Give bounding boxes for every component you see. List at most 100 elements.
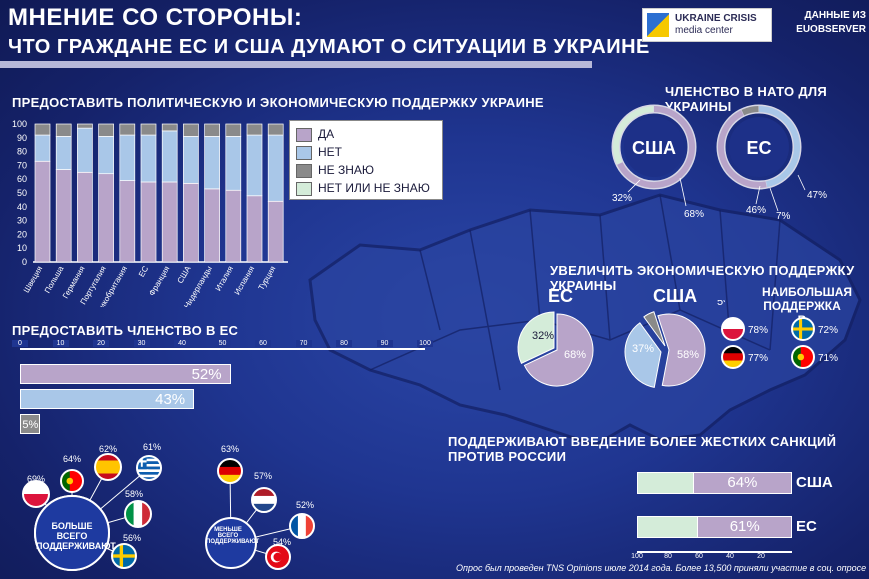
eu-membership-axis: [20, 348, 425, 350]
category-label: Польша: [43, 264, 66, 295]
legend-item-no: НЕТ: [296, 145, 342, 160]
bar-segment-dont-know: [204, 123, 220, 137]
sanctions-row-label: ЕС: [796, 518, 817, 535]
most-support-percent: 64%: [63, 454, 81, 464]
bar-segment-dont-know: [267, 123, 284, 136]
sanctions-row-label: США: [796, 474, 833, 491]
bar-segment-no: [225, 136, 242, 191]
bar-segment-no: [98, 136, 114, 175]
econ-eu-label: ЕС: [548, 286, 574, 306]
bar-segment-dont-know: [161, 123, 178, 132]
bar-segment-yes: [98, 173, 114, 263]
eu-bar-0: 52%: [20, 364, 231, 384]
legend-label: НЕ ЗНАЮ: [318, 163, 375, 177]
most-support-percent: 69%: [27, 474, 45, 484]
most-support-percent: 58%: [125, 489, 143, 499]
sanctions-bar-value: 64%: [692, 472, 792, 494]
legend-label: НЕТ ИЛИ НЕ ЗНАЮ: [318, 181, 430, 195]
nato-donut-segment: [758, 106, 800, 188]
legend-swatch: [296, 181, 312, 196]
france-flag-icon: [289, 513, 315, 539]
econ-percent: 68%: [564, 349, 586, 361]
bar-segment-no: [77, 127, 93, 173]
x-tick-label: 70: [295, 340, 312, 347]
x-tick-label: 30: [133, 340, 150, 347]
nato-donut-center: [624, 117, 684, 177]
nato-leader-line: [679, 177, 687, 207]
legend-swatch: [296, 163, 312, 178]
x-tick-label: 40: [174, 340, 190, 347]
econ-pie-charts: 32% 68% 37% 58% 5%: [517, 300, 725, 388]
y-tick-label: 10: [17, 243, 27, 253]
portugal-flag-icon: [791, 345, 815, 369]
bar-segment-dont-know: [98, 123, 114, 137]
nato-percent: 32%: [612, 193, 632, 204]
y-tick-label: 20: [17, 229, 27, 239]
econ-percent: 5%: [717, 300, 725, 308]
source-label: ДАННЫЕ ИЗ: [804, 10, 866, 21]
bar-segment-yes: [34, 160, 51, 263]
econ-title: УВЕЛИЧИТЬ ЭКОНОМИЧЕСКУЮ ПОДДЕРЖКУ УКРАИН…: [550, 263, 855, 293]
nato-donut-label: ЕС: [746, 138, 771, 158]
nato-leader-line: [769, 187, 779, 212]
x-tick-label: 100: [417, 340, 433, 347]
bar-segment-yes: [246, 195, 263, 263]
germany-flag-icon: [721, 345, 745, 369]
nato-leader-line: [755, 185, 761, 205]
nato-donut-label: США: [632, 138, 676, 158]
legend-item-dont-know: НЕ ЗНАЮ: [296, 163, 375, 178]
y-tick-label: 0: [22, 257, 27, 267]
y-tick-label: 70: [17, 160, 27, 170]
legend-swatch: [296, 145, 312, 160]
bar-segment-no: [183, 136, 199, 184]
category-label: Италия: [214, 265, 235, 293]
least-support-cluster: 63% 57% 52% 54%: [205, 444, 315, 570]
category-label: Франция: [147, 265, 171, 298]
page-title: МНЕНИЕ СО СТОРОНЫ:: [8, 4, 303, 31]
most-support-percent: 61%: [143, 442, 161, 452]
spain-flag-icon: [94, 453, 122, 481]
support-legend: ДА НЕТ НЕ ЗНАЮ НЕТ ИЛИ НЕ ЗНАЮ: [289, 120, 443, 200]
bar-segment-yes: [267, 200, 284, 263]
support-stacked-bar-chart: 0102030405060708090100ШвецияПольшаГерман…: [12, 119, 288, 307]
netherlands-flag-icon: [251, 487, 277, 513]
least-support-percent: 57%: [254, 471, 272, 481]
econ-top-percent: 77%: [748, 353, 768, 364]
footnote: Опрос был проведен TNS Opinions июле 201…: [456, 563, 867, 573]
econ-pie-slice: [517, 311, 555, 364]
bar-segment-yes: [161, 181, 178, 263]
nato-donut-charts: США ЕС 32% 68% 46% 7% 47%: [611, 104, 827, 222]
title-underline: [0, 61, 592, 68]
bar-segment-dont-know: [34, 123, 51, 136]
y-tick-label: 60: [17, 174, 27, 184]
least-support-hub: [205, 517, 257, 569]
bar-segment-no: [55, 136, 72, 170]
eu-bar-1: 43%: [20, 389, 195, 409]
x-tick-label: 90: [376, 340, 393, 347]
nato-percent: 47%: [807, 190, 827, 201]
sweden-flag-icon: [111, 543, 137, 569]
most-support-label: БОЛЬШЕ ВСЕГО ПОДДЕРЖИВАЮТ: [36, 521, 116, 551]
eu-membership-title: ПРЕДОСТАВИТЬ ЧЛЕНСТВО В ЕС: [12, 323, 239, 338]
legend-label: НЕТ: [318, 145, 342, 159]
least-support-label: МЕНЬШЕ ВСЕГО ПОДДЕРЖИВАЮТ: [206, 527, 260, 545]
bar-segment-yes: [183, 182, 199, 263]
nato-donut-center: [729, 117, 789, 177]
sanctions-bar-value: 61%: [697, 516, 792, 538]
legend-swatch: [296, 127, 312, 142]
bar-segment-no: [204, 136, 220, 190]
nato-percent: 46%: [746, 205, 766, 216]
econ-top-percent: 78%: [748, 325, 768, 336]
legend-label: ДА: [318, 127, 335, 141]
sanctions-axis: [637, 551, 792, 553]
poland-flag-icon: [22, 480, 50, 508]
x-tick-label: 60: [255, 340, 271, 347]
logo-text: UKRAINE CRISIS: [675, 13, 757, 24]
econ-percent: 37%: [632, 343, 654, 355]
bar-segment-yes: [225, 189, 242, 263]
bar-segment-dont-know: [183, 123, 199, 137]
bar-segment-dont-know: [119, 123, 136, 136]
bar-segment-yes: [119, 180, 136, 263]
category-label: США: [176, 264, 193, 285]
bar-segment-dont-know: [225, 123, 242, 137]
